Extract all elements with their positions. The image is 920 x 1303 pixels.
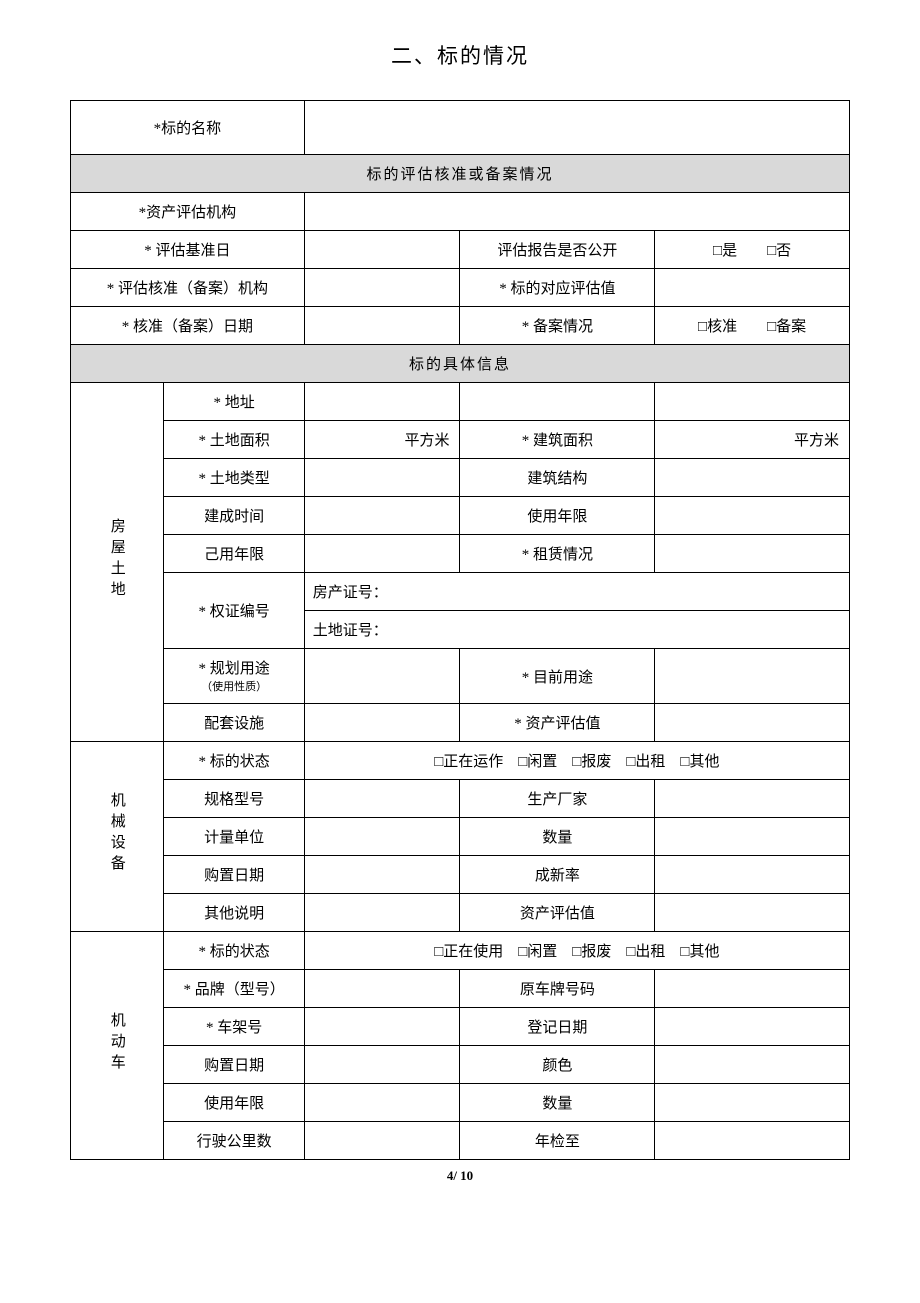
address-value3[interactable] <box>655 383 850 421</box>
m-unit-label: 计量单位 <box>164 818 304 856</box>
m-valuation-value[interactable] <box>655 894 850 932</box>
land-area-value[interactable]: 平方米 <box>304 421 460 459</box>
cert-no-label: * 权证编号 <box>164 573 304 649</box>
m-other-value[interactable] <box>304 894 460 932</box>
page-footer: 4/ 10 <box>70 1168 850 1184</box>
lease-label: * 租赁情况 <box>460 535 655 573</box>
house-cert-value[interactable]: 房产证号： <box>304 573 849 611</box>
v-useyears-value[interactable] <box>304 1084 460 1122</box>
m-spec-label: 规格型号 <box>164 780 304 818</box>
address-value1[interactable] <box>304 383 460 421</box>
facilities-label: 配套设施 <box>164 704 304 742</box>
build-area-value[interactable]: 平方米 <box>655 421 850 459</box>
approval-org-label: * 评估核准（备案）机构 <box>71 269 305 307</box>
v-color-value[interactable] <box>655 1046 850 1084</box>
re-valuation-value[interactable] <box>655 704 850 742</box>
v-color-label: 颜色 <box>460 1046 655 1084</box>
agency-value[interactable] <box>304 193 849 231</box>
v-mileage-label: 行驶公里数 <box>164 1122 304 1160</box>
facilities-value[interactable] <box>304 704 460 742</box>
filing-options[interactable]: □核准 □备案 <box>655 307 850 345</box>
basedate-value[interactable] <box>304 231 460 269</box>
address-value2[interactable] <box>460 383 655 421</box>
used-years-label: 己用年限 <box>164 535 304 573</box>
v-purchase-value[interactable] <box>304 1046 460 1084</box>
v-inspect-value[interactable] <box>655 1122 850 1160</box>
m-purchase-label: 购置日期 <box>164 856 304 894</box>
m-newness-label: 成新率 <box>460 856 655 894</box>
v-vin-value[interactable] <box>304 1008 460 1046</box>
m-status-label: * 标的状态 <box>164 742 304 780</box>
v-plate-label: 原车牌号码 <box>460 970 655 1008</box>
re-valuation-label: * 资产评估值 <box>460 704 655 742</box>
built-date-value[interactable] <box>304 497 460 535</box>
address-label: * 地址 <box>164 383 304 421</box>
m-purchase-value[interactable] <box>304 856 460 894</box>
v-brand-label: * 品牌（型号） <box>164 970 304 1008</box>
land-area-label: * 土地面积 <box>164 421 304 459</box>
structure-value[interactable] <box>655 459 850 497</box>
v-qty-label: 数量 <box>460 1084 655 1122</box>
structure-label: 建筑结构 <box>460 459 655 497</box>
m-newness-value[interactable] <box>655 856 850 894</box>
v-status-label: * 标的状态 <box>164 932 304 970</box>
valuation-value[interactable] <box>655 269 850 307</box>
m-status-options[interactable]: □正在运作 □闲置 □报废 □出租 □其他 <box>304 742 849 780</box>
m-maker-value[interactable] <box>655 780 850 818</box>
plan-use-label: * 规划用途 （使用性质） <box>164 649 304 704</box>
v-qty-value[interactable] <box>655 1084 850 1122</box>
v-mileage-value[interactable] <box>304 1122 460 1160</box>
land-type-value[interactable] <box>304 459 460 497</box>
vehicle-group: 机动车 <box>71 932 164 1160</box>
v-vin-label: * 车架号 <box>164 1008 304 1046</box>
eval-section-header: 标的评估核准或备案情况 <box>71 155 850 193</box>
v-purchase-label: 购置日期 <box>164 1046 304 1084</box>
public-label: 评估报告是否公开 <box>460 231 655 269</box>
name-value[interactable] <box>304 101 849 155</box>
v-regdate-value[interactable] <box>655 1008 850 1046</box>
basedate-label: * 评估基准日 <box>71 231 305 269</box>
valuation-label: * 标的对应评估值 <box>460 269 655 307</box>
built-date-label: 建成时间 <box>164 497 304 535</box>
public-options[interactable]: □是 □否 <box>655 231 850 269</box>
v-brand-value[interactable] <box>304 970 460 1008</box>
m-qty-label: 数量 <box>460 818 655 856</box>
current-use-value[interactable] <box>655 649 850 704</box>
v-inspect-label: 年检至 <box>460 1122 655 1160</box>
use-years-label: 使用年限 <box>460 497 655 535</box>
form-table: *标的名称 标的评估核准或备案情况 *资产评估机构 * 评估基准日 评估报告是否… <box>70 100 850 1160</box>
m-spec-value[interactable] <box>304 780 460 818</box>
approval-date-value[interactable] <box>304 307 460 345</box>
m-unit-value[interactable] <box>304 818 460 856</box>
filing-label: * 备案情况 <box>460 307 655 345</box>
plan-use-value[interactable] <box>304 649 460 704</box>
detail-section-header: 标的具体信息 <box>71 345 850 383</box>
land-type-label: * 土地类型 <box>164 459 304 497</box>
approval-date-label: * 核准（备案）日期 <box>71 307 305 345</box>
build-area-label: * 建筑面积 <box>460 421 655 459</box>
approval-org-value[interactable] <box>304 269 460 307</box>
m-other-label: 其他说明 <box>164 894 304 932</box>
v-useyears-label: 使用年限 <box>164 1084 304 1122</box>
use-years-value[interactable] <box>655 497 850 535</box>
machine-group: 机械设备 <box>71 742 164 932</box>
current-use-label: * 目前用途 <box>460 649 655 704</box>
v-status-options[interactable]: □正在使用 □闲置 □报废 □出租 □其他 <box>304 932 849 970</box>
m-maker-label: 生产厂家 <box>460 780 655 818</box>
agency-label: *资产评估机构 <box>71 193 305 231</box>
used-years-value[interactable] <box>304 535 460 573</box>
m-qty-value[interactable] <box>655 818 850 856</box>
page-title: 二、标的情况 <box>70 40 850 70</box>
lease-value[interactable] <box>655 535 850 573</box>
name-label: *标的名称 <box>71 101 305 155</box>
v-plate-value[interactable] <box>655 970 850 1008</box>
v-regdate-label: 登记日期 <box>460 1008 655 1046</box>
realestate-group: 房屋土地 <box>71 383 164 742</box>
m-valuation-label: 资产评估值 <box>460 894 655 932</box>
land-cert-value[interactable]: 土地证号： <box>304 611 849 649</box>
